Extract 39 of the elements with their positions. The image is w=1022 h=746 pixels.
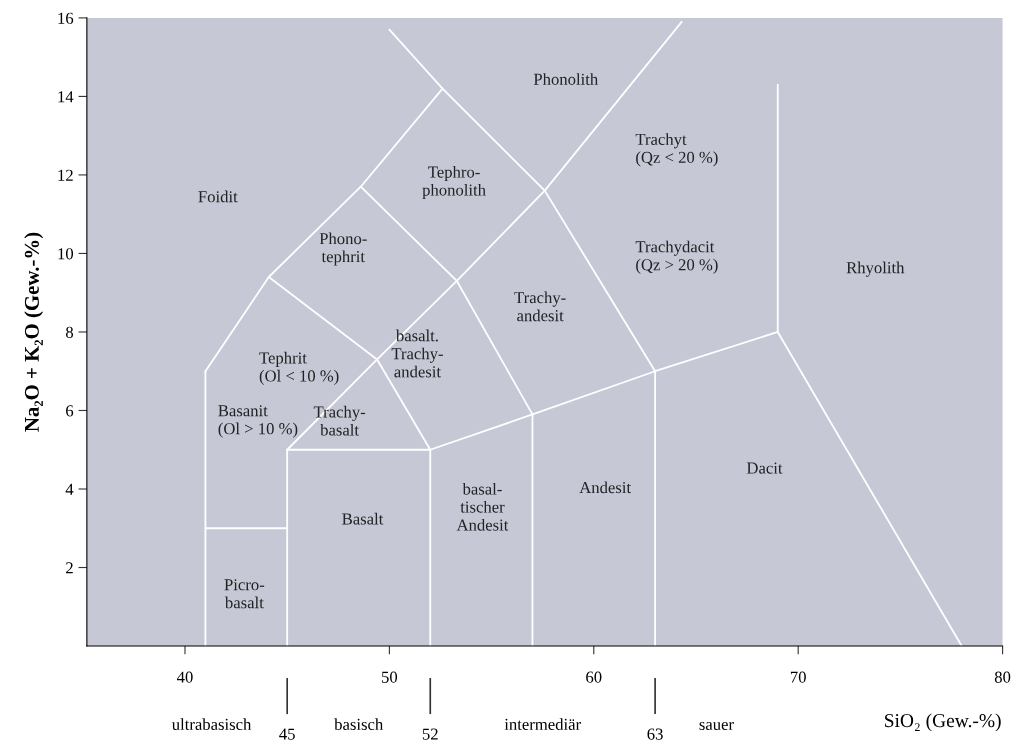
- x2-tick-label: 45: [279, 728, 295, 740]
- annotation: Picro- basalt: [224, 579, 265, 609]
- annotation: Trachyt (Qz < 20 %): [635, 133, 718, 167]
- text: sauer: [699, 721, 734, 730]
- y-tick-label: 2: [66, 562, 73, 574]
- x2-tick-label: 63: [647, 728, 663, 740]
- text: ultrabasisch: [171, 718, 252, 730]
- x2-tick-label: 52: [422, 728, 438, 740]
- annotation: Phonolith: [533, 73, 598, 85]
- annotation: Basalt: [342, 512, 384, 525]
- annotation: Tephrit (Ol < 10 %): [259, 351, 339, 385]
- annotation: basal- tischer Andesit: [456, 482, 509, 531]
- text: basisch: [334, 718, 384, 730]
- text: intermediär: [504, 718, 581, 730]
- annotation: Basanit (Ol > 10 %): [218, 405, 298, 438]
- y-axis-title: Na₂O + K₂O (Gew.-%): [24, 232, 44, 432]
- annotation: Dacit: [746, 462, 783, 474]
- x-tick-label: 80: [994, 671, 1011, 683]
- annotation: Trachydacit (Qz > 20 %): [635, 240, 718, 274]
- x-tick-label: 50: [382, 671, 398, 683]
- x-tick-label: 60: [586, 671, 602, 683]
- annotation: Tephro- phonolith: [422, 165, 486, 200]
- annotation: Rhyolith: [846, 261, 905, 277]
- y-tick-label: 16: [58, 12, 74, 24]
- y-tick-label: 14: [58, 91, 74, 103]
- x-tick-label: 70: [790, 671, 806, 683]
- y-tick-label: 4: [65, 483, 74, 495]
- y-tick-label: 10: [58, 248, 74, 260]
- y-tick-label: 6: [66, 405, 74, 417]
- y-tick-label: 8: [65, 326, 74, 338]
- y-tick-label: 12: [58, 169, 73, 181]
- annotation: Andesit: [579, 481, 631, 494]
- annotation: Phono- tephrit: [319, 232, 367, 266]
- annotation: Trachy- andesit: [514, 291, 566, 322]
- annotation: Trachy- basalt: [313, 405, 366, 436]
- x-axis-title: SiO₂ (Gew.-%): [885, 713, 1001, 732]
- annotation: basalt. Trachy- andesit: [391, 329, 443, 378]
- annotation: Foidit: [198, 190, 238, 203]
- x-tick-label: 40: [176, 671, 193, 683]
